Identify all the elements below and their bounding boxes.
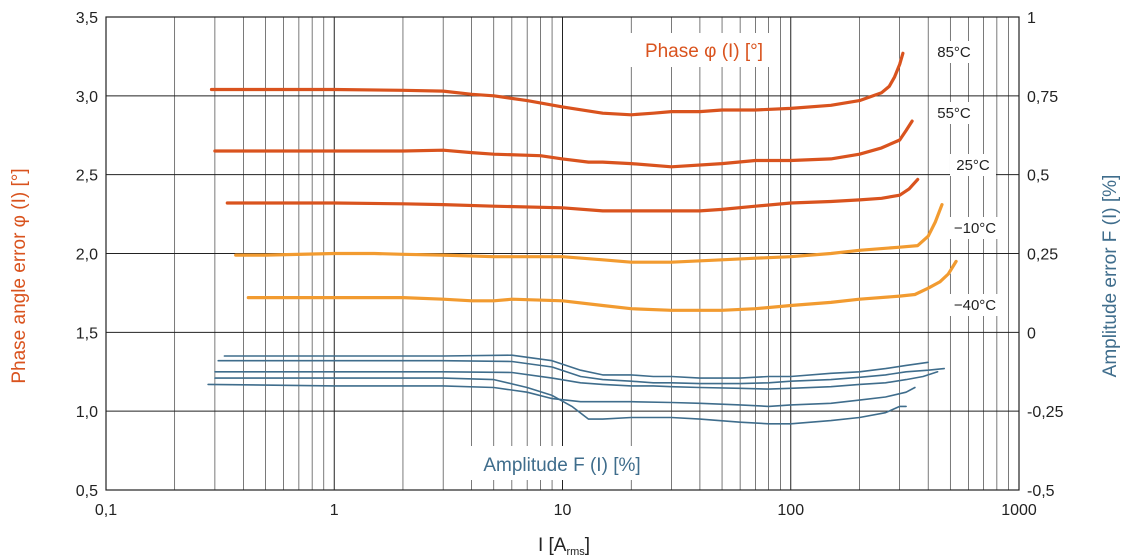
y-left-tick-label: 1,5 [76, 325, 98, 342]
phase-annotation: Phase φ (I) [°] [645, 41, 763, 62]
x-tick-label: 1000 [1001, 502, 1037, 519]
x-tick-label: 10 [554, 502, 572, 519]
series-label-bg [931, 41, 977, 63]
series-label: 85°C [937, 44, 971, 61]
x-axis-title-end: ] [585, 535, 590, 556]
phase-series-40C [246, 259, 958, 312]
amplitude-series-amp55C [217, 359, 945, 385]
series-label-bg [931, 102, 977, 124]
y-left-tick-label: 0,5 [76, 483, 98, 500]
series-label: −10°C [954, 220, 996, 237]
x-axis-title-main: I [A [538, 535, 567, 556]
phase-series-55C [213, 119, 914, 169]
amplitude-annotation-bg [458, 446, 666, 480]
y-axis-right-title: Amplitude error F (I) [%] [1100, 175, 1121, 378]
x-tick-label: 100 [777, 502, 804, 519]
y-right-tick-label: 0 [1027, 325, 1036, 342]
phase-series-85C [209, 51, 905, 117]
series-label-bg [950, 154, 996, 176]
y-axis-left-title: Phase angle error φ (I) [°] [9, 168, 30, 383]
tick-labels: 0,1 1 10 100 10000,51,01,52,02,53,03,5-0,5-0… [76, 10, 1064, 519]
y-left-tick-label: 3,5 [76, 10, 98, 27]
y-right-tick-label: -0,5 [1027, 483, 1055, 500]
series-label-bg [947, 294, 1003, 316]
series-label: 25°C [956, 157, 990, 174]
amplitude-annotation: Amplitude F (I) [%] [483, 455, 640, 476]
amplitude-series-amp40C [214, 377, 907, 425]
plot-frame [105, 16, 1020, 491]
y-left-tick-label: 1,0 [76, 404, 98, 421]
x-axis-title: I [Arms] [538, 535, 590, 558]
y-right-tick-label: 0,5 [1027, 168, 1049, 185]
x-axis-title-subscript: rms [566, 546, 585, 558]
y-right-tick-label: 0,75 [1027, 89, 1058, 106]
y-left-tick-label: 3,0 [76, 89, 98, 106]
y-left-tick-label: 2,0 [76, 247, 98, 264]
amplitude-series-amp25C [214, 371, 939, 390]
series-label: −40°C [954, 297, 996, 314]
series-label: 55°C [937, 105, 971, 122]
series-labels: 85°C 55°C 25°C −10°C −40°C [931, 41, 1003, 316]
y-left-tick-label: 2,5 [76, 168, 98, 185]
amplitude-series-amp85C [223, 354, 929, 379]
y-right-tick-label: 0,25 [1027, 247, 1058, 264]
x-tick-label: 0,1 [95, 502, 117, 519]
y-right-tick-label: 1 [1027, 10, 1036, 27]
x-tick-label: 1 [330, 502, 339, 519]
phase-annotation-bg [628, 33, 780, 67]
grid [105, 16, 1020, 491]
amplitude-series-amp10C [207, 383, 916, 408]
y-right-tick-label: -0,25 [1027, 404, 1064, 421]
series-label-bg [947, 217, 1003, 239]
series-lines [207, 51, 958, 425]
phase-series-10C [234, 203, 944, 264]
phase-series-25C [225, 177, 920, 213]
